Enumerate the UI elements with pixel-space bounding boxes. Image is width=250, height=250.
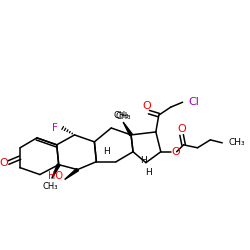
Text: H: H [103, 147, 110, 156]
Text: O: O [0, 158, 8, 168]
Text: Cl: Cl [188, 97, 200, 107]
Text: O: O [142, 101, 151, 111]
Text: CH₃: CH₃ [228, 138, 245, 147]
Polygon shape [123, 122, 132, 136]
Text: CH₃: CH₃ [116, 112, 131, 120]
Text: O: O [177, 124, 186, 134]
Text: F: F [52, 123, 58, 133]
Text: H: H [140, 156, 147, 165]
Text: CH₃: CH₃ [42, 182, 58, 191]
Text: O: O [171, 147, 180, 157]
Polygon shape [52, 164, 60, 178]
Polygon shape [65, 168, 78, 179]
Text: HO: HO [48, 170, 63, 180]
Text: CH₃: CH₃ [114, 110, 129, 120]
Text: H: H [146, 168, 152, 177]
